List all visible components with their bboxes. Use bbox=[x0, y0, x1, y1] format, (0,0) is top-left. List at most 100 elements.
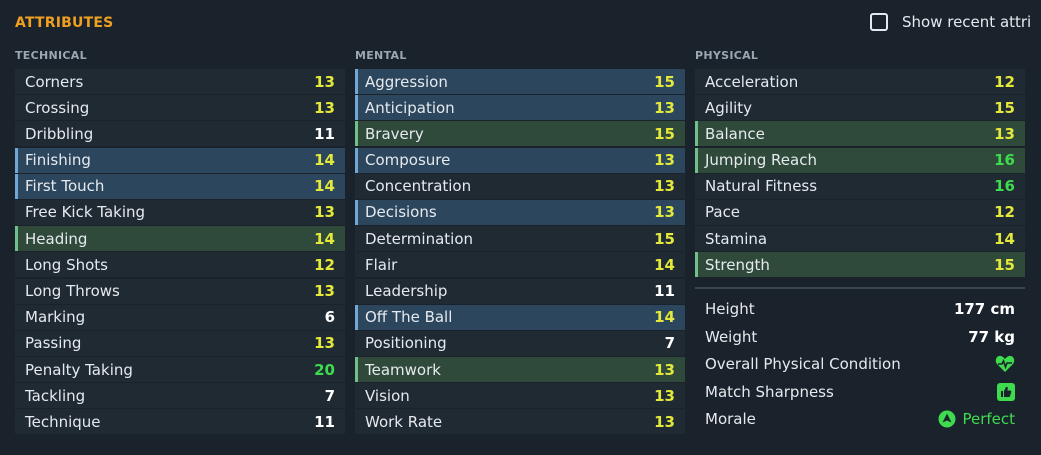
attribute-row-positioning[interactable]: Positioning 7 bbox=[355, 330, 685, 356]
attribute-row-technique[interactable]: Technique 11 bbox=[15, 409, 345, 435]
attribute-row-long-throws[interactable]: Long Throws 13 bbox=[15, 278, 345, 304]
attribute-value: 14 bbox=[314, 151, 335, 170]
attribute-label: Long Shots bbox=[25, 255, 108, 274]
panel-title: ATTRIBUTES bbox=[15, 15, 114, 31]
mental-rows: Aggression 15 Anticipation 13 Bravery 15 Compo… bbox=[355, 69, 685, 435]
attribute-row-decisions[interactable]: Decisions 13 bbox=[355, 199, 685, 225]
attribute-row-balance[interactable]: Balance 13 bbox=[695, 121, 1025, 147]
attribute-row-crossing[interactable]: Crossing 13 bbox=[15, 95, 345, 121]
attribute-row-corners[interactable]: Corners 13 bbox=[15, 69, 345, 94]
height-row: Height 177 cm bbox=[695, 295, 1025, 323]
attribute-label: Leadership bbox=[365, 282, 448, 300]
attribute-row-dribbling[interactable]: Dribbling 11 bbox=[15, 121, 345, 147]
attribute-label: Off The Ball bbox=[365, 308, 453, 327]
attribute-row-passing[interactable]: Passing 13 bbox=[15, 330, 345, 356]
attribute-row-leadership[interactable]: Leadership 11 bbox=[355, 278, 685, 304]
attribute-value: 14 bbox=[314, 229, 335, 248]
attribute-row-long-shots[interactable]: Long Shots 12 bbox=[15, 252, 345, 278]
attribute-value: 15 bbox=[654, 72, 675, 91]
attribute-label: Vision bbox=[365, 386, 410, 405]
condition-label: Overall Physical Condition bbox=[705, 355, 901, 374]
attribute-row-stamina[interactable]: Stamina 14 bbox=[695, 226, 1025, 252]
physical-rows: Acceleration 12 Agility 15 Balance 13 Jumping … bbox=[695, 69, 1025, 278]
attribute-row-acceleration[interactable]: Acceleration 12 bbox=[695, 69, 1025, 94]
attribute-value: 15 bbox=[994, 98, 1015, 117]
attribute-label: Corners bbox=[25, 72, 84, 91]
attribute-value: 12 bbox=[314, 255, 335, 274]
attribute-value: 12 bbox=[994, 72, 1015, 91]
show-recent-checkbox[interactable] bbox=[870, 13, 888, 31]
attribute-row-vision[interactable]: Vision 13 bbox=[355, 383, 685, 409]
attribute-row-tackling[interactable]: Tackling 7 bbox=[15, 383, 345, 409]
attribute-label: Concentration bbox=[365, 177, 472, 196]
physical-divider bbox=[695, 287, 1025, 290]
attribute-row-marking[interactable]: Marking 6 bbox=[15, 304, 345, 330]
attribute-label: Crossing bbox=[25, 98, 90, 117]
physical-column: PHYSICAL Acceleration 12 Agility 15 Balance 1… bbox=[695, 49, 1025, 433]
attribute-label: Balance bbox=[705, 124, 765, 143]
attribute-value: 7 bbox=[664, 334, 675, 353]
attribute-label: Penalty Taking bbox=[25, 360, 133, 379]
weight-value: 77 kg bbox=[968, 327, 1015, 346]
attribute-value: 13 bbox=[654, 98, 675, 117]
show-recent-toggle[interactable]: Show recent attri bbox=[870, 13, 1031, 31]
sharpness-label: Match Sharpness bbox=[705, 382, 834, 401]
attribute-value: 6 bbox=[324, 308, 335, 327]
attribute-row-teamwork[interactable]: Teamwork 13 bbox=[355, 357, 685, 383]
attribute-row-penalty-taking[interactable]: Penalty Taking 20 bbox=[15, 357, 345, 383]
attribute-label: Stamina bbox=[705, 229, 768, 248]
attribute-row-determination[interactable]: Determination 15 bbox=[355, 226, 685, 252]
attribute-row-composure[interactable]: Composure 13 bbox=[355, 147, 685, 173]
attribute-value: 12 bbox=[994, 203, 1015, 222]
attribute-value: 11 bbox=[314, 124, 335, 143]
attribute-value: 11 bbox=[314, 412, 335, 431]
attribute-value: 13 bbox=[654, 412, 675, 431]
attribute-row-first-touch[interactable]: First Touch 14 bbox=[15, 173, 345, 199]
mental-column: MENTAL Aggression 15 Anticipation 13 Bravery… bbox=[355, 49, 685, 436]
attribute-row-agility[interactable]: Agility 15 bbox=[695, 95, 1025, 121]
attribute-value: 13 bbox=[314, 203, 335, 222]
attribute-row-heading[interactable]: Heading 14 bbox=[15, 226, 345, 252]
attribute-label: Work Rate bbox=[365, 412, 443, 431]
attribute-value: 14 bbox=[654, 255, 675, 274]
attribute-value: 15 bbox=[654, 124, 675, 143]
attribute-label: Free Kick Taking bbox=[25, 203, 146, 222]
attribute-value: 11 bbox=[654, 282, 675, 300]
technical-column: TECHNICAL Corners 13 Crossing 13 Dribbling 11… bbox=[15, 49, 345, 436]
morale-value-wrap: Perfect bbox=[938, 410, 1015, 428]
attribute-label: Heading bbox=[25, 229, 88, 248]
attribute-value: 15 bbox=[654, 229, 675, 248]
physical-header: PHYSICAL bbox=[695, 49, 759, 62]
attribute-value: 13 bbox=[654, 203, 675, 222]
condition-row: Overall Physical Condition bbox=[695, 350, 1025, 378]
attribute-value: 13 bbox=[314, 72, 335, 91]
attribute-label: Tackling bbox=[25, 386, 86, 405]
attribute-row-natural-fitness[interactable]: Natural Fitness 16 bbox=[695, 173, 1025, 199]
attribute-value: 13 bbox=[654, 151, 675, 170]
attribute-row-work-rate[interactable]: Work Rate 13 bbox=[355, 409, 685, 435]
attribute-row-pace[interactable]: Pace 12 bbox=[695, 199, 1025, 225]
attribute-value: 13 bbox=[314, 334, 335, 353]
attribute-row-jumping-reach[interactable]: Jumping Reach 16 bbox=[695, 147, 1025, 173]
attribute-row-flair[interactable]: Flair 14 bbox=[355, 252, 685, 278]
attribute-label: Composure bbox=[365, 151, 451, 170]
attribute-row-finishing[interactable]: Finishing 14 bbox=[15, 147, 345, 173]
thumbs-up-icon bbox=[997, 382, 1015, 401]
attribute-label: Technique bbox=[25, 412, 101, 431]
sharpness-row: Match Sharpness bbox=[695, 378, 1025, 406]
attribute-label: Passing bbox=[25, 334, 82, 353]
attribute-row-aggression[interactable]: Aggression 15 bbox=[355, 69, 685, 94]
attribute-row-free-kick-taking[interactable]: Free Kick Taking 13 bbox=[15, 199, 345, 225]
attribute-row-strength[interactable]: Strength 15 bbox=[695, 252, 1025, 278]
attribute-row-bravery[interactable]: Bravery 15 bbox=[355, 121, 685, 147]
attribute-row-concentration[interactable]: Concentration 13 bbox=[355, 173, 685, 199]
attribute-label: Decisions bbox=[365, 203, 437, 222]
technical-rows: Corners 13 Crossing 13 Dribbling 11 Finishing 1… bbox=[15, 69, 345, 435]
attribute-row-anticipation[interactable]: Anticipation 13 bbox=[355, 95, 685, 121]
morale-label: Morale bbox=[705, 410, 756, 429]
attribute-row-off-the-ball[interactable]: Off The Ball 14 bbox=[355, 304, 685, 330]
attribute-label: Determination bbox=[365, 229, 474, 248]
attribute-label: Agility bbox=[705, 98, 753, 117]
attribute-value: 14 bbox=[314, 177, 335, 196]
height-label: Height bbox=[705, 300, 755, 319]
